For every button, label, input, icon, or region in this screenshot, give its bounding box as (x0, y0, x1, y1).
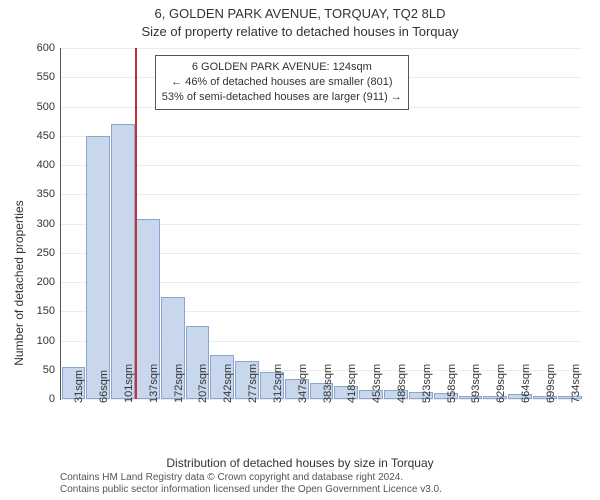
chart-title: 6, GOLDEN PARK AVENUE, TORQUAY, TQ2 8LD (0, 6, 600, 21)
bar-slot: 664sqm (508, 48, 533, 399)
annotation-line2: ← 46% of detached houses are smaller (80… (162, 75, 402, 90)
y-tick-label: 250 (37, 247, 55, 259)
footnote-line1: Contains HM Land Registry data © Crown c… (60, 472, 442, 484)
x-tick-label: 488sqm (396, 364, 408, 403)
y-tick-label: 400 (37, 159, 55, 171)
plot-area: 31sqm66sqm101sqm137sqm172sqm207sqm242sqm… (60, 48, 582, 400)
y-axis-label: Number of detached properties (12, 200, 26, 365)
footnote-line2: Contains public sector information licen… (60, 484, 442, 496)
y-tick-label: 600 (37, 42, 55, 54)
y-tick-label: 100 (37, 335, 55, 347)
bar-slot: 629sqm (483, 48, 508, 399)
x-tick-label: 523sqm (421, 364, 433, 403)
x-tick-label: 242sqm (222, 364, 234, 403)
bar-slot: 101sqm (111, 48, 136, 399)
x-tick-label: 66sqm (98, 370, 110, 403)
figure: 6, GOLDEN PARK AVENUE, TORQUAY, TQ2 8LD … (0, 0, 600, 500)
x-tick-label: 312sqm (272, 364, 284, 403)
y-tick-label: 300 (37, 218, 55, 230)
chart-subtitle: Size of property relative to detached ho… (0, 24, 600, 39)
footnote: Contains HM Land Registry data © Crown c… (60, 472, 442, 496)
y-tick-label: 350 (37, 188, 55, 200)
bar (86, 136, 110, 399)
x-tick-label: 558sqm (446, 364, 458, 403)
bar-slot: 66sqm (86, 48, 111, 399)
x-tick-label: 207sqm (197, 364, 209, 403)
bar (111, 124, 135, 399)
x-tick-label: 699sqm (545, 364, 557, 403)
bar-slot: 523sqm (408, 48, 433, 399)
x-tick-label: 277sqm (247, 364, 259, 403)
bar-slot: 699sqm (532, 48, 557, 399)
y-tick-label: 550 (37, 71, 55, 83)
y-tick-label: 0 (49, 393, 55, 405)
annotation-line1: 6 GOLDEN PARK AVENUE: 124sqm (162, 60, 402, 75)
y-tick-label: 200 (37, 276, 55, 288)
x-tick-label: 629sqm (495, 364, 507, 403)
x-tick-label: 137sqm (148, 364, 160, 403)
bar-slot: 734sqm (557, 48, 582, 399)
x-tick-label: 418sqm (346, 364, 358, 403)
bar-slot: 593sqm (458, 48, 483, 399)
x-tick-label: 347sqm (297, 364, 309, 403)
y-tick-label: 150 (37, 305, 55, 317)
x-tick-label: 734sqm (570, 364, 582, 403)
y-tick-label: 50 (43, 364, 55, 376)
x-axis-label: Distribution of detached houses by size … (0, 456, 600, 470)
annotation-box: 6 GOLDEN PARK AVENUE: 124sqm← 46% of det… (155, 55, 409, 110)
annotation-line3: 53% of semi-detached houses are larger (… (162, 90, 402, 105)
y-tick-label: 500 (37, 101, 55, 113)
x-tick-label: 172sqm (173, 364, 185, 403)
x-tick-label: 664sqm (520, 364, 532, 403)
bar-slot: 558sqm (433, 48, 458, 399)
x-tick-label: 101sqm (123, 364, 135, 403)
x-tick-label: 453sqm (371, 364, 383, 403)
marker-line (135, 48, 137, 399)
y-tick-label: 450 (37, 130, 55, 142)
x-tick-label: 383sqm (322, 364, 334, 403)
x-tick-label: 593sqm (470, 364, 482, 403)
bar-slot: 31sqm (61, 48, 86, 399)
x-tick-label: 31sqm (73, 370, 85, 403)
